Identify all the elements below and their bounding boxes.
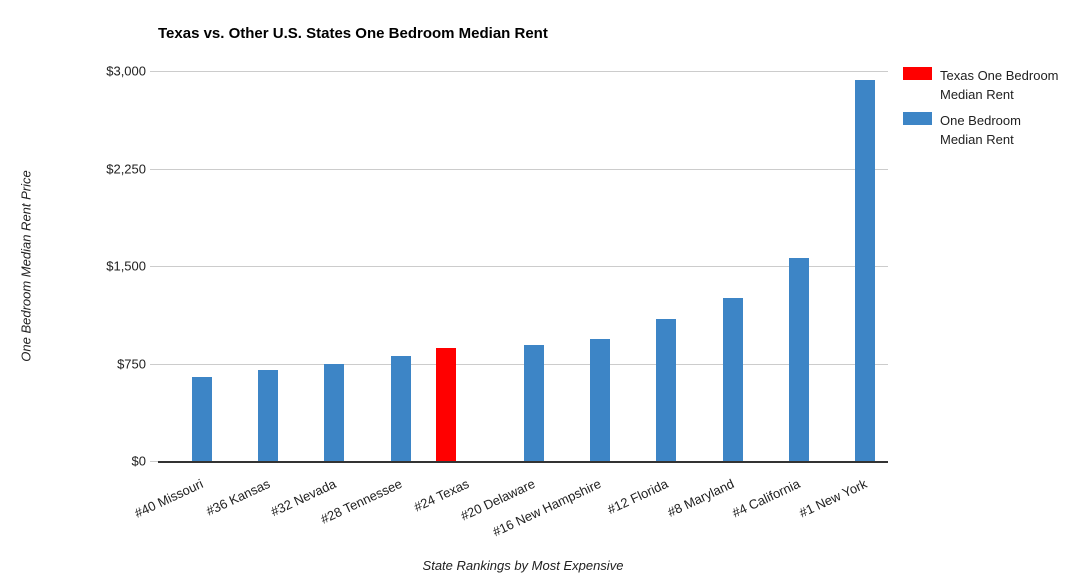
legend: Texas One Bedroom Median Rent One Bedroo… (903, 66, 1059, 156)
bar-1-new-york (855, 80, 876, 461)
y-tick-label-750: $750 (117, 356, 146, 371)
bar-36-kansas (258, 370, 279, 461)
bar-12-florida (656, 318, 677, 461)
bar-32-nevada (324, 363, 345, 461)
chart-title: Texas vs. Other U.S. States One Bedroom … (158, 25, 548, 42)
gridline-3000 (158, 71, 888, 72)
y-tick-mark (150, 71, 158, 72)
y-tick-mark (150, 168, 158, 170)
y-tick-label-0: $0 (131, 453, 146, 469)
legend-swatch-other-blue (903, 112, 932, 125)
x-axis-line (158, 461, 888, 463)
y-tick-label-1500: $1,500 (106, 258, 146, 274)
y-tick-label-2250: $2,250 (106, 161, 146, 176)
legend-label-other-states: One Bedroom Median Rent (940, 113, 1021, 147)
legend-item-texas: Texas One Bedroom Median Rent (903, 66, 1059, 104)
bar-28-tennessee (390, 356, 411, 461)
bar-8-maryland (722, 297, 743, 461)
y-tick-mark (150, 363, 158, 365)
x-axis-title: State Rankings by Most Expensive (422, 558, 624, 573)
y-tick-mark (150, 461, 158, 462)
gridline-1500 (158, 266, 888, 267)
y-tick-label-3000: $3,000 (106, 63, 146, 79)
plot-area (158, 71, 888, 463)
bar-20-delaware (523, 344, 544, 461)
y-tick-mark (150, 266, 158, 267)
legend-item-other-states: One Bedroom Median Rent (903, 111, 1059, 149)
bar-24-texas (436, 347, 457, 461)
bar-16-new-hampshire (589, 338, 610, 461)
legend-label-texas: Texas One Bedroom Median Rent (940, 68, 1059, 102)
bar-4-california (788, 258, 809, 461)
gridline-2250 (158, 168, 888, 170)
bar-40-missouri (191, 376, 212, 461)
legend-swatch-texas-red (903, 67, 932, 80)
gridline-750 (158, 363, 888, 365)
